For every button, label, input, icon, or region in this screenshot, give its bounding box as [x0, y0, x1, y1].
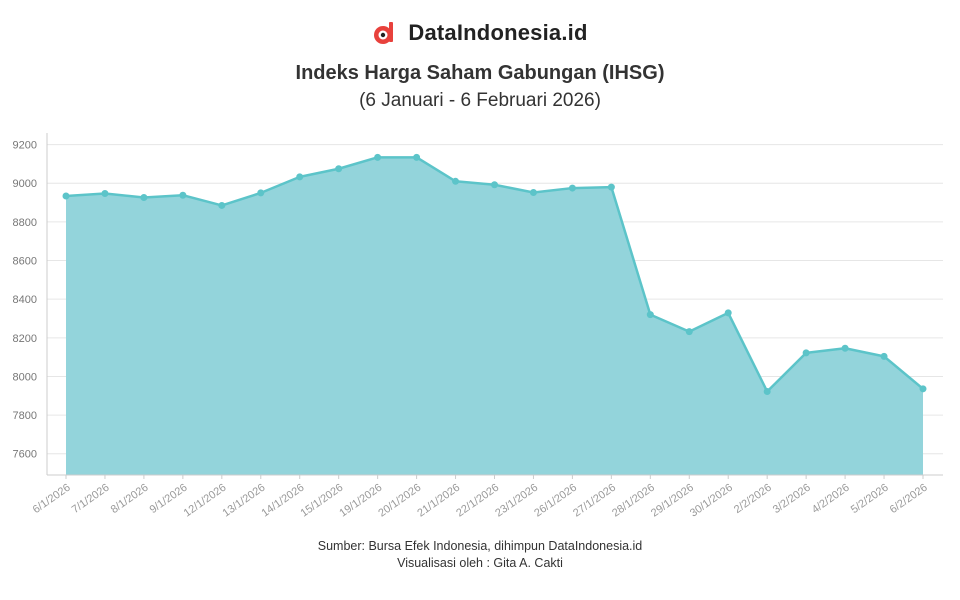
data-point[interactable] [919, 385, 927, 393]
data-point[interactable] [101, 189, 109, 197]
data-point[interactable] [374, 153, 382, 161]
x-tick-label: 14/1/2026 [259, 482, 306, 520]
x-tick-label: 3/2/2026 [771, 482, 813, 516]
x-tick-label: 8/1/2026 [109, 482, 151, 516]
x-tick-label: 7/1/2026 [70, 482, 112, 516]
data-point[interactable] [763, 388, 771, 396]
x-axis: 6/1/20267/1/20268/1/20269/1/202612/1/202… [31, 474, 943, 520]
data-point[interactable] [413, 153, 421, 161]
credit-note: Visualisasi oleh : Gita A. Cakti [397, 556, 563, 570]
brand-header: DataIndonesia.id [0, 20, 960, 46]
data-point[interactable] [62, 192, 70, 200]
data-point[interactable] [452, 177, 460, 185]
area-series [65, 156, 924, 475]
brand-name: DataIndonesia.id [408, 20, 588, 45]
y-tick-label: 8000 [13, 371, 37, 383]
x-tick-label: 4/2/2026 [810, 482, 852, 516]
x-tick-label: 26/1/2026 [532, 482, 579, 520]
x-tick-label: 19/1/2026 [337, 482, 384, 520]
chart-title: Indeks Harga Saham Gabungan (IHSG) [295, 62, 665, 84]
data-point[interactable] [296, 173, 304, 181]
data-point[interactable] [607, 183, 615, 191]
x-tick-label: 21/1/2026 [415, 482, 462, 520]
data-point[interactable] [568, 184, 576, 192]
x-tick-label: 28/1/2026 [610, 482, 657, 520]
x-tick-label: 2/2/2026 [732, 482, 774, 516]
data-point[interactable] [335, 165, 343, 173]
data-point[interactable] [218, 201, 226, 209]
x-tick-label: 22/1/2026 [454, 482, 501, 520]
chart-subtitle: (6 Januari - 6 Februari 2026) [359, 90, 601, 111]
data-point[interactable] [140, 194, 148, 202]
y-axis: 7600 7800 8000 8200 8400 8600 8800 9000 9200 [13, 133, 48, 475]
data-point[interactable] [529, 189, 537, 197]
x-tick-label: 27/1/2026 [571, 482, 618, 520]
x-tick-label: 6/1/2026 [31, 482, 73, 516]
data-point[interactable] [724, 309, 732, 317]
data-point[interactable] [841, 344, 849, 352]
data-indonesia-logo-icon [374, 22, 394, 44]
chart-footer: Sumber: Bursa Efek Indonesia, dihimpun D… [0, 538, 960, 572]
data-point[interactable] [257, 189, 265, 197]
data-point[interactable] [880, 352, 888, 360]
x-tick-label: 12/1/2026 [182, 482, 229, 520]
data-point[interactable] [802, 349, 810, 357]
y-tick-label: 8800 [13, 217, 37, 229]
x-tick-label: 6/2/2026 [888, 482, 930, 516]
data-point[interactable] [491, 181, 498, 189]
y-tick-label: 7800 [13, 410, 37, 422]
y-tick-label: 9200 [13, 140, 37, 152]
x-tick-label: 23/1/2026 [493, 482, 540, 520]
y-tick-label: 8200 [13, 333, 37, 345]
data-point[interactable] [179, 191, 187, 199]
x-tick-label: 20/1/2026 [376, 482, 423, 520]
y-tick-label: 7600 [13, 449, 37, 461]
y-tick-label: 9000 [13, 178, 37, 190]
data-points [62, 153, 927, 396]
data-point[interactable] [685, 328, 693, 336]
x-tick-label: 30/1/2026 [688, 482, 735, 520]
x-tick-label: 29/1/2026 [649, 482, 696, 520]
source-note: Sumber: Bursa Efek Indonesia, dihimpun D… [317, 539, 643, 553]
x-tick-label: 15/1/2026 [298, 482, 345, 520]
x-tick-label: 5/2/2026 [849, 482, 891, 516]
data-point[interactable] [646, 311, 654, 319]
area-fill [66, 157, 923, 475]
y-tick-label: 8400 [13, 294, 37, 306]
x-tick-label: 13/1/2026 [221, 482, 268, 520]
y-tick-label: 8600 [13, 256, 37, 268]
